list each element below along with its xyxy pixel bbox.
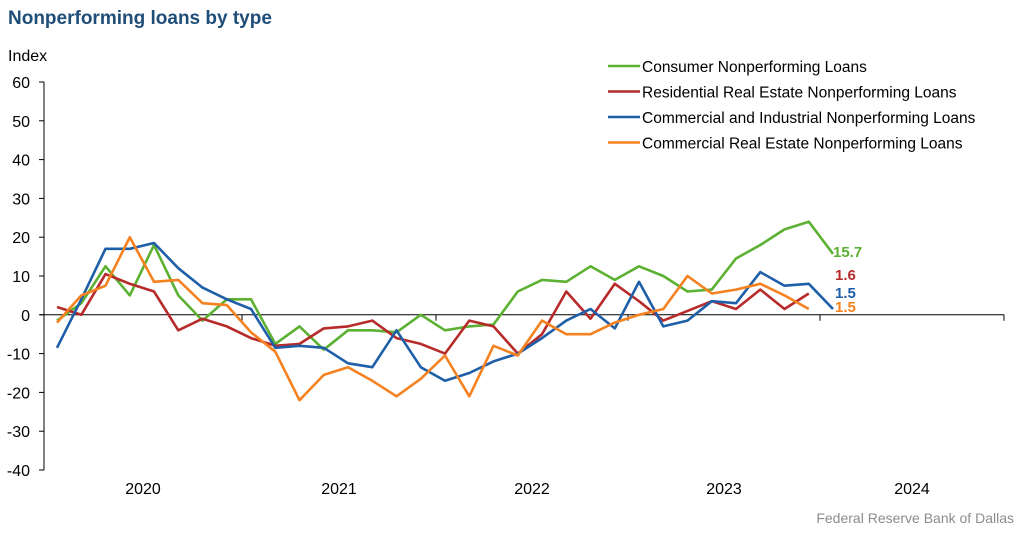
series-lines: [55, 220, 835, 402]
series-line-4: [56, 235, 810, 402]
y-tick-label: -10: [7, 347, 30, 364]
y-tick-label: 50: [12, 114, 30, 131]
y-tick-label: 20: [12, 230, 30, 247]
y-axis-label: Index: [8, 48, 47, 65]
y-tick-label: 60: [12, 75, 30, 92]
y-tick-label: -40: [7, 463, 30, 480]
y-tick-label: 0: [21, 308, 30, 325]
end-value-label: 1.5: [835, 299, 856, 316]
legend-entry: Consumer Nonperforming Loans: [642, 59, 867, 76]
y-tick-label: 40: [12, 153, 30, 170]
legend: Consumer Nonperforming Loans Residential …: [608, 59, 976, 153]
legend-entry: Commercial Real Estate Nonperforming Loa…: [642, 136, 963, 153]
series-line-1: [56, 220, 835, 352]
end-value-label: 1.5: [835, 285, 856, 302]
x-tick-label: 2022: [514, 481, 550, 498]
end-labels: 15.71.61.51.5: [833, 244, 862, 316]
y-tick-label: 30: [12, 191, 30, 208]
x-tick-label: 2023: [706, 481, 742, 498]
x-tick-label: 2024: [894, 481, 930, 498]
y-axis-ticks: 60 50 40 30 20 10 0 -10 -20 -30 -40: [7, 75, 45, 480]
series-line-2: [56, 272, 810, 355]
legend-entry: Commercial and Industrial Nonperforming …: [642, 110, 976, 127]
chart-title: Nonperforming loans by type: [8, 8, 272, 29]
x-tick-label: 2020: [125, 481, 161, 498]
y-tick-label: -20: [7, 385, 30, 402]
x-tick-label: 2021: [321, 481, 357, 498]
series-line-3: [55, 241, 834, 383]
end-value-label: 1.6: [835, 267, 856, 284]
legend-entry: Residential Real Estate Nonperforming Lo…: [642, 85, 957, 102]
source-note: Federal Reserve Bank of Dallas: [816, 510, 1014, 526]
y-tick-label: -30: [7, 424, 30, 441]
end-value-label: 15.7: [833, 244, 862, 261]
y-tick-label: 10: [12, 269, 30, 286]
x-axis: 2020 2021 2022 2023 2024: [40, 314, 1005, 498]
